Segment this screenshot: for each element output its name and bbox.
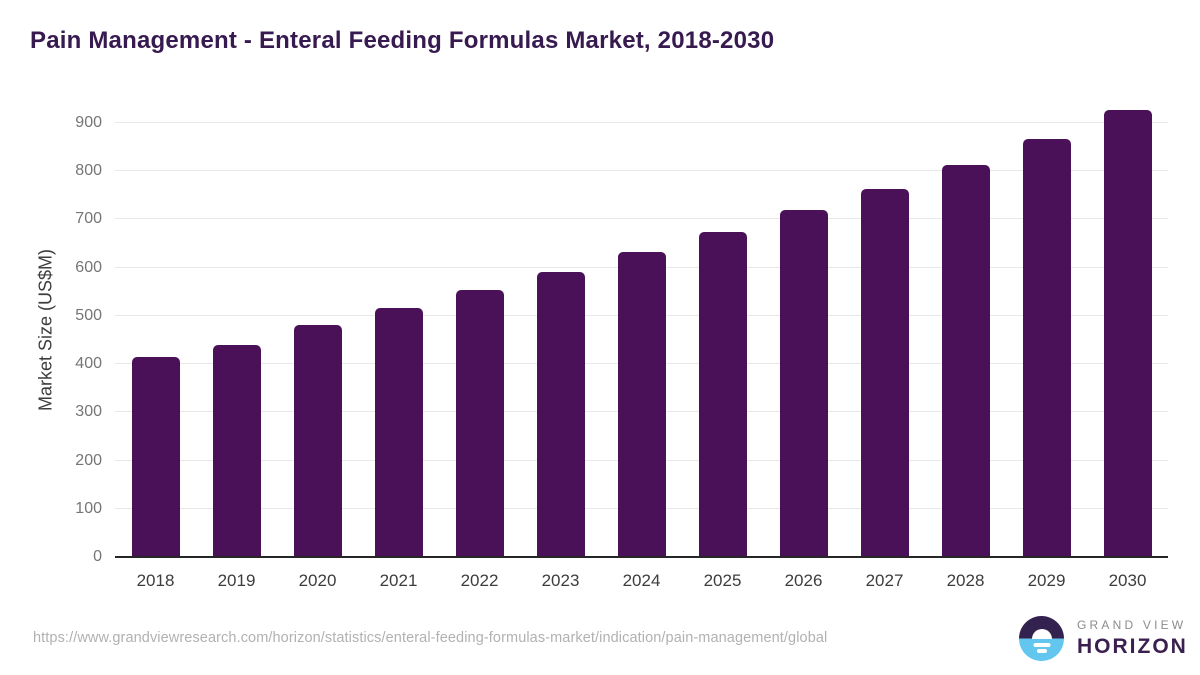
x-tick-label-2024: 2024 [622, 571, 661, 590]
y-tick-label-100: 100 [75, 499, 102, 517]
x-tick-label-2026: 2026 [784, 571, 823, 590]
bar-slot-2027 [844, 188, 925, 557]
x-axis-line [115, 556, 1168, 558]
bar-slot-2022 [439, 290, 520, 557]
bar-2021 [374, 307, 423, 557]
logo-brand-name: GRAND VIEW [1077, 618, 1187, 632]
x-tick-label-2018: 2018 [136, 571, 175, 590]
logo-text: GRAND VIEW HORIZON [1077, 618, 1188, 659]
bar-2018 [131, 356, 180, 557]
x-tick-label-2019: 2019 [217, 571, 256, 590]
gridline-900 [115, 122, 1168, 123]
horizon-sunrise-icon [1019, 616, 1064, 661]
water-reflection-line-1 [1033, 643, 1050, 647]
bar-slot-2021 [358, 307, 439, 557]
y-tick-label-300: 300 [75, 403, 102, 421]
x-tick-label-2028: 2028 [946, 571, 985, 590]
plot-area [115, 105, 1168, 558]
bar-slot-2028 [925, 164, 1006, 557]
y-tick-label-600: 600 [75, 258, 102, 276]
gridline-700 [115, 218, 1168, 220]
bar-slot-2023 [520, 272, 601, 557]
y-tick-label-400: 400 [75, 355, 102, 373]
x-tick-label-2030: 2030 [1108, 571, 1147, 590]
bar-slot-2030 [1087, 110, 1168, 557]
bar-2019 [212, 344, 261, 557]
bar-slot-2019 [196, 344, 277, 557]
bar-slot-2024 [601, 252, 682, 557]
sun-arch-shape [1031, 628, 1052, 639]
bar-2025 [698, 231, 747, 557]
y-tick-label-700: 700 [75, 210, 102, 228]
bar-slot-2018 [115, 356, 196, 557]
source-url: https://www.grandviewresearch.com/horizo… [33, 630, 828, 646]
bar-2027 [860, 188, 909, 557]
gridline-800 [115, 170, 1168, 172]
y-tick-label-0: 0 [93, 548, 102, 565]
bar-slot-2029 [1006, 138, 1087, 557]
bar-slot-2026 [763, 210, 844, 557]
logo-product-name: HORIZON [1077, 635, 1188, 658]
x-tick-label-2027: 2027 [865, 571, 904, 590]
bar-2030 [1103, 110, 1152, 557]
bar-series [115, 105, 1168, 557]
bar-2020 [293, 325, 342, 557]
bar-slot-2020 [277, 325, 358, 557]
x-tick-label-2029: 2029 [1027, 571, 1066, 590]
bar-2029 [1022, 138, 1071, 557]
x-tick-label-2022: 2022 [460, 571, 499, 590]
x-tick-label-2021: 2021 [379, 571, 418, 590]
bar-slot-2025 [682, 231, 763, 557]
y-axis-tick-labels: 0 100 200 300 400 500 600 700 800 900 [40, 105, 102, 565]
bar-2028 [941, 164, 990, 557]
bar-2023 [536, 272, 585, 557]
bar-2022 [455, 290, 504, 557]
chart-title: Pain Management - Enteral Feeding Formul… [30, 27, 775, 54]
y-tick-label-900: 900 [75, 114, 102, 131]
y-tick-label-500: 500 [75, 306, 102, 324]
bar-2026 [779, 210, 828, 557]
y-tick-label-800: 800 [75, 162, 102, 180]
water-reflection-line-2 [1036, 649, 1047, 653]
x-tick-label-2020: 2020 [298, 571, 337, 590]
x-tick-label-2025: 2025 [703, 571, 742, 590]
y-tick-label-200: 200 [75, 451, 102, 469]
grand-view-horizon-logo: GRAND VIEW HORIZON [1019, 616, 1188, 661]
x-tick-label-2023: 2023 [541, 571, 580, 590]
bar-2024 [617, 252, 666, 557]
x-axis-tick-labels: 2018 2019 2020 2021 2022 2023 2024 2025 2026 2027… [115, 571, 1168, 591]
